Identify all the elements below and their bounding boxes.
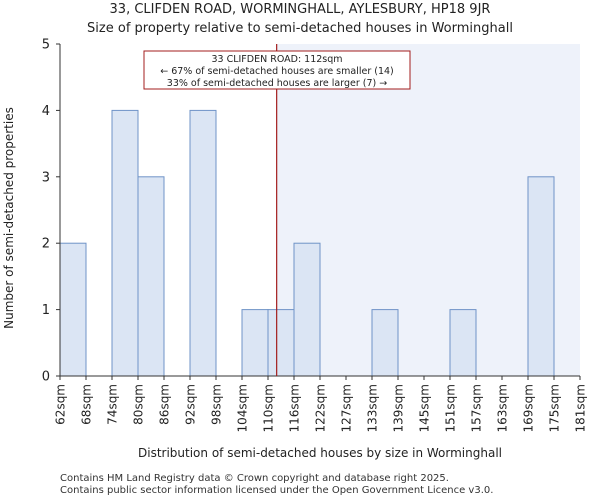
y-tick-label-3: 3	[42, 170, 50, 185]
bar-74sqm	[111, 109, 139, 377]
x-axis-label: Distribution of semi-detached houses by …	[138, 446, 502, 460]
x-tick-label-86sqm: 86sqm	[158, 384, 172, 425]
x-tick-label-80sqm: 80sqm	[132, 384, 146, 425]
x-tick-label-157sqm: 157sqm	[470, 384, 484, 432]
annotation-box: 33 CLIFDEN ROAD: 112sqm ← 67% of semi-de…	[143, 50, 411, 90]
bar-133sqm	[371, 309, 399, 377]
x-tick-label-122sqm: 122sqm	[314, 384, 328, 432]
chart-subtitle: Size of property relative to semi-detach…	[87, 21, 513, 36]
x-tick-label-74sqm: 74sqm	[106, 384, 120, 425]
y-tick-label-5: 5	[42, 38, 50, 53]
x-tick-label-169sqm: 169sqm	[522, 384, 536, 432]
footer-copyright: Contains HM Land Registry data © Crown c…	[60, 473, 449, 484]
y-tick-label-4: 4	[42, 104, 50, 119]
x-tick-label-110sqm: 110sqm	[262, 384, 276, 432]
y-tick-label-2: 2	[42, 237, 50, 252]
annotation-line-2: ← 67% of semi-detached houses are smalle…	[160, 66, 394, 77]
x-tick-label-139sqm: 139sqm	[392, 384, 406, 432]
x-tick-label-181sqm: 181sqm	[574, 384, 588, 432]
x-tick-label-133sqm: 133sqm	[366, 384, 380, 432]
bar-169sqm	[527, 176, 555, 377]
x-tick-label-92sqm: 92sqm	[184, 384, 198, 425]
x-tick-label-175sqm: 175sqm	[548, 384, 562, 432]
x-tick-label-163sqm: 163sqm	[496, 384, 510, 432]
bar-116sqm	[293, 242, 321, 377]
chart-title: 33, CLIFDEN ROAD, WORMINGHALL, AYLESBURY…	[109, 2, 491, 17]
annotation-line-3: 33% of semi-detached houses are larger (…	[167, 78, 387, 89]
bar-80sqm	[137, 176, 165, 377]
x-tick-label-62sqm: 62sqm	[54, 384, 68, 425]
histogram-chart: 62sqm 68sqm 74sqm 80sqm 86sqm 92sqm 98sqm 104sq…	[2, 38, 588, 461]
bar-151sqm	[449, 309, 477, 377]
x-tick-label-145sqm: 145sqm	[418, 384, 432, 432]
bar-62sqm	[59, 242, 87, 377]
bar-110sqm	[267, 309, 295, 377]
x-tick-label-127sqm: 127sqm	[340, 384, 354, 432]
x-tick-label-104sqm: 104sqm	[236, 384, 250, 432]
y-axis-label: Number of semi-detached properties	[2, 107, 16, 329]
y-tick-label-0: 0	[42, 370, 50, 385]
x-tick-label-116sqm: 116sqm	[288, 384, 302, 432]
bar-104sqm	[241, 309, 269, 377]
x-tick-label-151sqm: 151sqm	[444, 384, 458, 432]
x-tick-label-68sqm: 68sqm	[80, 384, 94, 425]
footer-licence: Contains public sector information licen…	[60, 485, 494, 496]
x-tick-label-98sqm: 98sqm	[210, 384, 224, 425]
bar-92sqm	[189, 109, 217, 377]
annotation-line-1: 33 CLIFDEN ROAD: 112sqm	[211, 54, 342, 65]
y-tick-label-1: 1	[42, 303, 50, 318]
